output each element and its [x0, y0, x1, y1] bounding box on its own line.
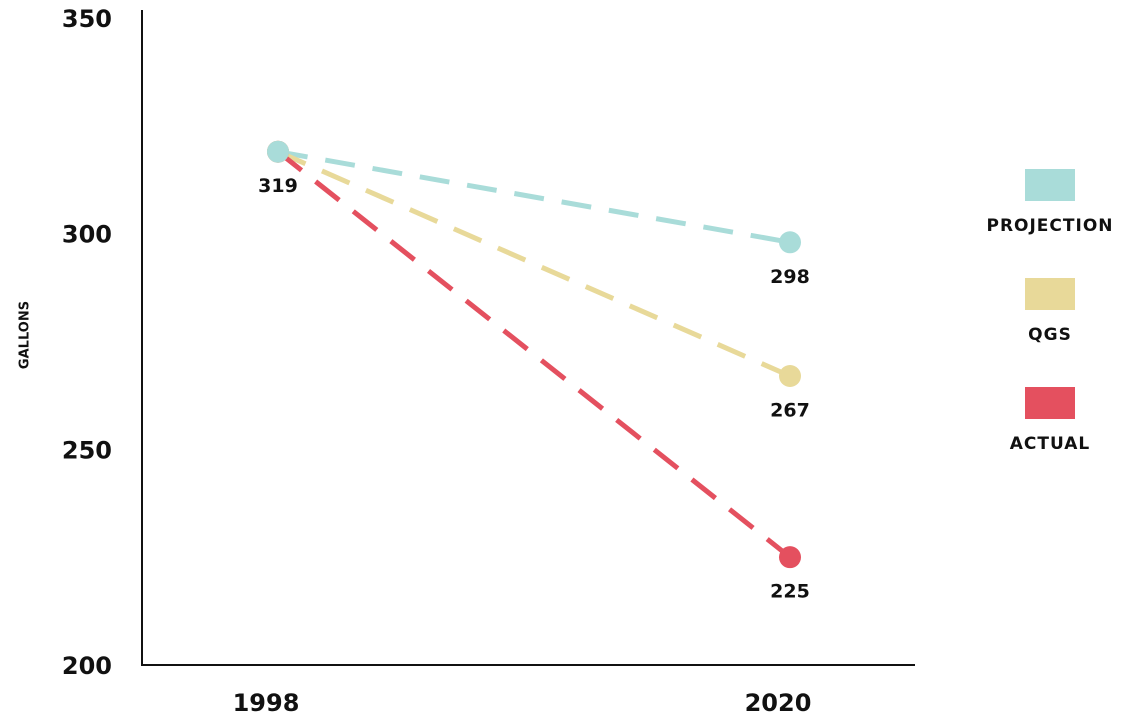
series-line: [276, 149, 792, 379]
y-tick-label: 250: [62, 436, 112, 464]
data-point: [779, 546, 801, 569]
data-label: 267: [770, 400, 810, 422]
data-point: [779, 365, 801, 388]
data-point: [267, 140, 289, 163]
series-line: [277, 149, 791, 245]
y-axis-label: GALLONS: [18, 301, 33, 369]
y-tick-label: 300: [62, 221, 112, 249]
legend-swatch: [1025, 387, 1075, 419]
legend-label: ACTUAL: [1010, 434, 1091, 454]
x-tick-label: 1998: [233, 689, 300, 717]
legend-label: PROJECTION: [986, 216, 1113, 236]
data-label: 298: [770, 266, 810, 288]
data-label: 225: [770, 581, 810, 603]
x-tick-label: 2020: [745, 689, 812, 717]
legend-swatch: [1025, 169, 1075, 201]
y-tick-label: 350: [62, 5, 112, 33]
data-point: [779, 231, 801, 254]
data-label: 319: [258, 175, 298, 197]
y-tick-label: 200: [62, 652, 112, 680]
legend-label: QGS: [1028, 325, 1072, 345]
legend-swatch: [1025, 278, 1075, 310]
series-line: [276, 149, 792, 560]
